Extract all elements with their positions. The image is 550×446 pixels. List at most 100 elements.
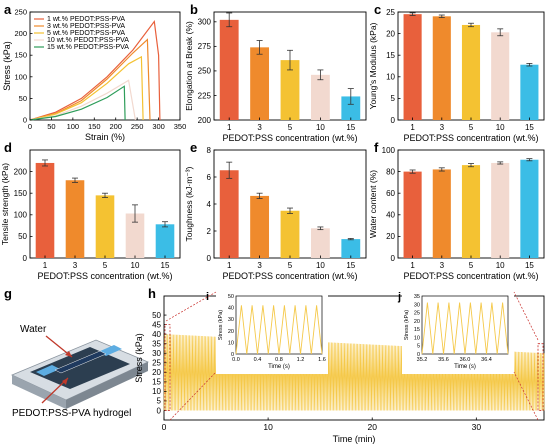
panel-b-x-tick-label: 3 — [257, 123, 262, 132]
zoom-connector-i-top — [165, 291, 217, 322]
panel-a-x-tick-label: 300 — [152, 122, 165, 131]
panel-h-x-label: Time (min) — [333, 434, 376, 444]
panel-c-x-tick-label: 5 — [469, 123, 474, 132]
panel-e-y-tick-label: 6 — [207, 173, 212, 182]
panel-letter-a: a — [4, 2, 12, 17]
panel-c-x-tick-label: 3 — [440, 123, 445, 132]
panel-h-y-tick-label: 20 — [152, 368, 161, 377]
panel-i-x-tick-label: 0.4 — [254, 357, 262, 363]
panel-h-y-tick-label: 15 — [152, 378, 161, 387]
panel-b-bar — [219, 19, 239, 120]
panel-e-bar — [219, 170, 239, 258]
panel-letter-b: b — [190, 2, 198, 17]
panel-i-y-tick-label: 20 — [228, 329, 234, 335]
panel-j-y-tick-label: 10 — [414, 335, 420, 341]
panel-c: 1 3 5 10 15 0 5 10 15 20 25 PEDOT:PSS concentration… — [368, 8, 545, 143]
panel-c-bar — [491, 32, 510, 120]
panel-e-y-tick-label: 0 — [207, 254, 212, 263]
panel-a-plot-frame — [29, 11, 181, 121]
panel-d-x-tick-label: 15 — [161, 261, 170, 270]
panel-d-y-tick-label: 0 — [23, 254, 28, 263]
panel-a-x-tick-label: 200 — [109, 122, 122, 131]
panel-c-y-tick-label: 10 — [386, 73, 395, 82]
panel-c-bar — [520, 64, 539, 120]
panel-d-y-tick-label: 200 — [14, 167, 28, 176]
panel-d-y-tick-label: 100 — [14, 211, 28, 220]
panel-a-legend-label: 15 wt.% PEDOT:PSS-PVA — [47, 44, 129, 51]
panel-h-x-tick-label: 30 — [472, 422, 482, 432]
panel-h-y-tick-label: 0 — [157, 406, 162, 415]
device-pad-left — [36, 365, 60, 376]
panel-f-y-label: Water content (%) — [368, 170, 378, 238]
panel-b-x-tick-label: 10 — [316, 123, 325, 132]
panel-c-x-tick-label: 15 — [525, 123, 534, 132]
panel-a-y-tick-label: 250 — [14, 8, 27, 17]
panel-h-y-tick-label: 30 — [152, 349, 161, 358]
panel-i-x-tick-label: 1.6 — [318, 357, 326, 363]
panel-e-x-tick-label: 5 — [288, 261, 293, 270]
panel-f-y-tick-label: 40 — [386, 211, 395, 220]
panel-letter-j: j — [397, 291, 401, 303]
panel-d-x-tick-label: 3 — [73, 261, 78, 270]
panel-a-series-line — [29, 79, 136, 121]
panel-letter-f: f — [374, 140, 379, 155]
panel-h-y-tick-label: 25 — [152, 359, 161, 368]
device-base-front — [66, 362, 148, 409]
panel-e-y-tick-label: 4 — [207, 200, 212, 209]
panel-letter-i: i — [206, 291, 209, 303]
hydrogel-arrow-head — [62, 378, 68, 385]
panel-e-x-tick-label: 15 — [346, 261, 355, 270]
panel-b-bar — [250, 47, 270, 120]
panel-f-y-tick-label: 20 — [386, 232, 395, 241]
panel-a-x-tick-label: 100 — [67, 122, 80, 131]
panel-b-bar — [341, 96, 361, 120]
water-label: Water — [20, 324, 47, 335]
panel-c-bar — [461, 24, 481, 120]
hydrogel-label: PEDOT:PSS-PVA hydrogel — [12, 408, 131, 419]
panel-a-y-tick-label: 150 — [14, 51, 27, 60]
panel-d-x-tick-label: 1 — [43, 261, 48, 270]
panel-b-y-label: Elongation at Break (%) — [184, 21, 194, 111]
panel-c-y-tick-label: 25 — [386, 8, 395, 17]
panel-i-x-tick-label: 1.2 — [297, 357, 305, 363]
panel-c-y-tick-label: 20 — [386, 29, 395, 38]
panel-e-y-label: Toughness (kJ·m⁻³) — [184, 166, 194, 241]
panel-b-bar — [310, 74, 330, 120]
panel-i-cyclic-signal — [235, 305, 323, 355]
zoom-connector-j-bottom — [513, 371, 539, 421]
panel-f-y-tick-label: 0 — [391, 254, 396, 263]
panel-d-bar — [155, 224, 175, 258]
zoom-connector-j-top — [513, 291, 539, 341]
panel-f-bar — [520, 159, 539, 258]
panel-c-x-label: PEDOT:PSS concentration (wt.%) — [403, 133, 538, 143]
panel-j-x-tick-label: 36.0 — [460, 357, 471, 363]
panel-j-y-tick-label: 25 — [414, 311, 420, 317]
panel-c-x-tick-label: 1 — [410, 123, 415, 132]
panel-a-series-line — [29, 85, 126, 121]
panel-i-x-tick-label: 0.8 — [275, 357, 283, 363]
panel-d-x-label: PEDOT:PSS concentration (wt.%) — [37, 271, 172, 281]
panel-c-bar — [432, 16, 451, 120]
panel-j-y-tick-label: 15 — [414, 327, 420, 333]
panel-c-bar — [403, 14, 422, 120]
panel-f-y-tick-label: 80 — [386, 167, 395, 176]
panel-e-x-tick-label: 3 — [257, 261, 262, 270]
panel-a-series-line — [29, 55, 144, 121]
panel-d-x-tick-label: 5 — [103, 261, 108, 270]
panel-j-y-tick-label: 30 — [414, 302, 420, 308]
panel-d-y-label: Tensile strength (kPa) — [0, 163, 10, 245]
panel-letter-h: h — [148, 286, 156, 301]
panel-b-bar — [280, 60, 300, 120]
panel-c-x-tick-label: 10 — [496, 123, 505, 132]
panel-i-y-tick-label: 10 — [228, 340, 234, 346]
device-gel-strip — [54, 350, 107, 374]
panel-h-y-tick-label: 45 — [152, 320, 161, 329]
panel-a-legend-label: 5 wt.% PEDOT:PSS-PVA — [47, 30, 125, 37]
panel-d-x-tick-label: 10 — [131, 261, 140, 270]
panel-h-x-tick-label: 20 — [367, 422, 377, 432]
panel-j-x-tick-label: 35.6 — [438, 357, 449, 363]
panel-i-y-label: Stress (kPa) — [218, 310, 224, 340]
panel-a-x-tick-label: 0 — [28, 122, 32, 131]
